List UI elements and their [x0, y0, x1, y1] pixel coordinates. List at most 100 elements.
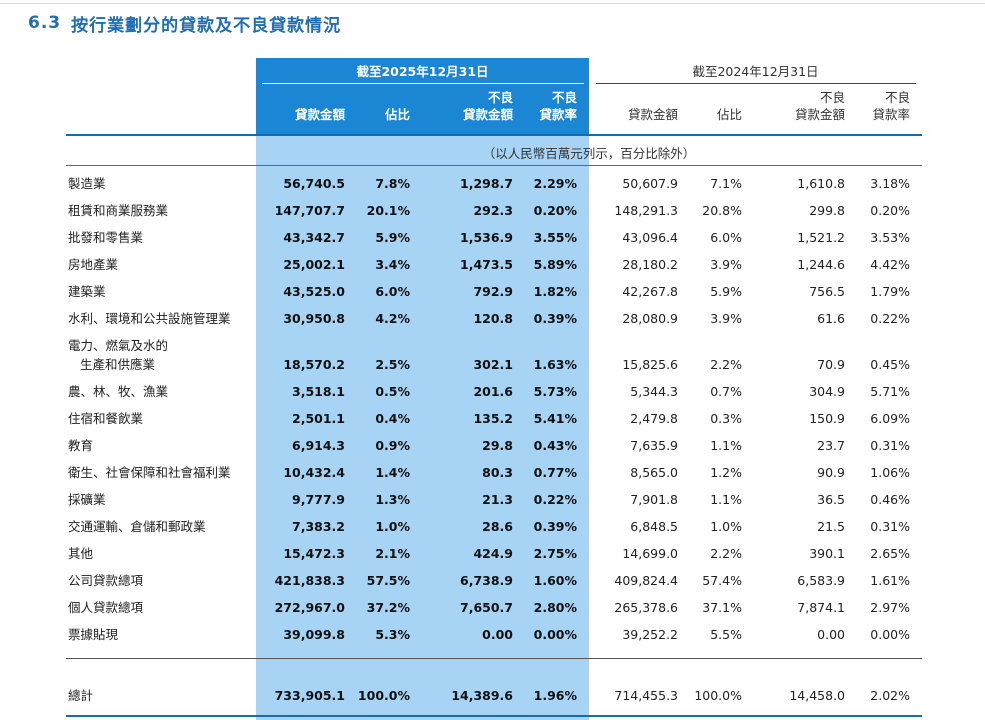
hdr-loan-amount-2025-line2: 貸款金額 [294, 107, 345, 122]
table-cell: 43,525.0 [283, 284, 345, 299]
table-cell: 2,479.8 [630, 411, 678, 426]
row-label: 其他 [68, 546, 93, 562]
row-label-text: 衛生、社會保障和社會福利業 [68, 465, 231, 480]
row-label: 製造業 [68, 176, 106, 192]
table-cell: 421,838.3 [274, 573, 345, 588]
table-cell: 61.6 [817, 311, 845, 326]
hdr-share-2024-line1 [632, 89, 742, 106]
hdr-npl-amount-2024-line2: 貸款金額 [794, 107, 845, 122]
table-cell: 0.39% [533, 519, 577, 534]
hdr-share-2025-line2: 佔比 [384, 107, 410, 122]
table-cell: 6.0% [375, 284, 410, 299]
table-cell: 1.0% [375, 519, 410, 534]
row-label-text: 票據貼現 [68, 627, 119, 642]
table-cell: 7,901.8 [630, 492, 678, 507]
table-cell: 792.9 [473, 284, 513, 299]
hdr-npl-ratio-2025-line2: 貸款率 [539, 107, 577, 122]
row-label: 個人貸款總項 [68, 600, 143, 616]
table-cell: 43,342.7 [283, 230, 345, 245]
row-label: 批發和零售業 [68, 230, 143, 246]
row-label-text: 農、林、牧、漁業 [68, 384, 169, 399]
top-divider [0, 3, 985, 4]
row-label: 電力、燃氣及水的 生產和供應業 [68, 338, 168, 373]
unit-rule [66, 165, 922, 166]
table-cell: 21.5 [817, 519, 845, 534]
table-cell: 36.5 [817, 492, 845, 507]
hdr-npl-amount-2024-line1: 不良 [819, 90, 845, 105]
row-label-text: 製造業 [68, 176, 106, 191]
row-label: 農、林、牧、漁業 [68, 384, 168, 400]
table-cell: 714,455.3 [614, 688, 678, 703]
row-label-text: 其他 [68, 546, 94, 561]
table-cell: 1.63% [533, 357, 577, 372]
table-cell: 6.0% [710, 230, 742, 245]
table-cell: 18,570.2 [283, 357, 345, 372]
table-cell: 299.8 [809, 203, 845, 218]
table-cell: 57.5% [366, 573, 410, 588]
total-rule [66, 658, 922, 659]
table-cell: 0.77% [533, 465, 577, 480]
table-cell: 0.39% [533, 311, 577, 326]
table-cell: 90.9 [817, 465, 845, 480]
row-label: 租賃和商業服務業 [68, 203, 168, 219]
table-cell: 3,518.1 [292, 384, 345, 399]
table-cell: 1.61% [870, 573, 910, 588]
row-label-text: 總計 [68, 688, 94, 703]
table-cell: 1,610.8 [797, 176, 845, 191]
current-period-header-band [256, 58, 589, 135]
table-cell: 0.00% [533, 627, 577, 642]
table-cell: 1,244.6 [797, 257, 845, 272]
section-title: 按行業劃分的貸款及不良貸款情況 [71, 15, 342, 36]
table-cell: 4.2% [375, 311, 410, 326]
table-cell: 15,472.3 [283, 546, 345, 561]
table-cell: 100.0% [694, 688, 742, 703]
table-cell: 304.9 [809, 384, 845, 399]
table-cell: 80.3 [482, 465, 513, 480]
table-cell: 0.3% [710, 411, 742, 426]
hdr-npl-amount-2025-line2: 貸款金額 [462, 107, 513, 122]
table-cell: 43,096.4 [622, 230, 678, 245]
hdr-npl-amount-2024: 不良貸款金額 [735, 89, 845, 123]
table-cell: 2.2% [710, 357, 742, 372]
table-cell: 29.8 [482, 438, 513, 453]
table-cell: 2.5% [375, 357, 410, 372]
table-cell: 2.2% [710, 546, 742, 561]
row-label-text: 教育 [68, 438, 94, 453]
table-cell: 150.9 [809, 411, 845, 426]
table-cell: 1.1% [710, 492, 742, 507]
table-cell: 1.2% [710, 465, 742, 480]
table-cell: 1.3% [375, 492, 410, 507]
table-cell: 0.20% [533, 203, 577, 218]
row-label-text: 交通運輸、倉儲和郵政業 [68, 519, 206, 534]
table-cell: 1,298.7 [460, 176, 513, 191]
row-label-text: 住宿和餐飲業 [68, 411, 144, 426]
table-cell: 1.96% [533, 688, 577, 703]
table-cell: 265,378.6 [614, 600, 678, 615]
hdr-share-2024-line2: 佔比 [716, 107, 742, 122]
table-cell: 37.2% [366, 600, 410, 615]
table-cell: 5.71% [870, 384, 910, 399]
row-label: 交通運輸、倉儲和郵政業 [68, 519, 206, 535]
hdr-loan-amount-2025: 貸款金額 [235, 89, 345, 123]
row-label: 衛生、社會保障和社會福利業 [68, 465, 231, 481]
row-label: 水利、環境和公共設施管理業 [68, 311, 231, 327]
row-label-text: 採礦業 [68, 492, 106, 507]
table-cell: 10,432.4 [283, 465, 345, 480]
table-cell: 28,180.2 [622, 257, 678, 272]
table-cell: 70.9 [817, 357, 845, 372]
table-cell: 2.1% [375, 546, 410, 561]
table-cell: 30,950.8 [283, 311, 345, 326]
section-number: 6.3 [28, 13, 62, 33]
table-cell: 409,824.4 [614, 573, 678, 588]
table-cell: 28,080.9 [622, 311, 678, 326]
table-cell: 147,707.7 [274, 203, 345, 218]
table-cell: 0.43% [533, 438, 577, 453]
table-cell: 1.82% [533, 284, 577, 299]
hdr-loan-amount-2024: 貸款金額 [568, 89, 678, 123]
hdr-npl-amount-2025: 不良 貸款金額 [403, 89, 513, 123]
table-cell: 201.6 [473, 384, 513, 399]
row-label-text-cont: 生產和供應業 [80, 357, 156, 372]
table-cell: 5,344.3 [630, 384, 678, 399]
row-label: 總計 [68, 688, 93, 704]
row-label: 採礦業 [68, 492, 106, 508]
